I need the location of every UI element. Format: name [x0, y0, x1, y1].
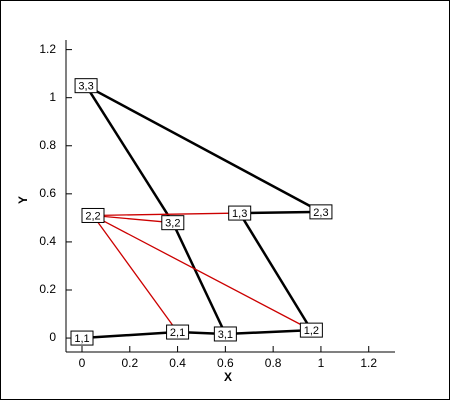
mesh-edge — [92, 214, 312, 331]
x-tick-label: 0.6 — [217, 356, 234, 370]
x-tick-label: 1.2 — [360, 356, 377, 370]
node-marker — [309, 204, 333, 220]
mesh-edge — [85, 84, 322, 213]
mesh-edge — [92, 212, 240, 217]
y-tick-label: 0.2 — [39, 282, 56, 296]
node-marker — [299, 322, 323, 338]
x-tick-label: 0 — [79, 356, 86, 370]
y-tick-label: 0.8 — [39, 138, 56, 152]
mesh-edge — [92, 214, 173, 224]
y-tick-label: 1 — [49, 90, 56, 104]
node-marker — [213, 326, 237, 342]
node-marker — [70, 330, 94, 346]
x-tick-label: 0.2 — [121, 356, 138, 370]
mesh-edge — [85, 85, 174, 224]
node-label: 1,1 — [74, 333, 89, 345]
mesh-edge — [239, 210, 321, 215]
node-marker — [74, 78, 98, 94]
node-marker — [161, 215, 185, 231]
y-tick-label: 0.6 — [39, 186, 56, 200]
mesh-edge — [238, 212, 313, 331]
mesh-edge — [171, 222, 227, 335]
x-axis-label: X — [224, 370, 232, 384]
y-tick-label: 1.2 — [39, 42, 56, 56]
node-label: 1,2 — [304, 325, 319, 337]
mesh-edge — [92, 215, 179, 333]
node-label: 3,1 — [218, 329, 233, 341]
node-marker — [228, 205, 252, 221]
node-label: 2,1 — [170, 327, 185, 339]
mesh-edge — [225, 328, 312, 336]
x-tick-label: 0.8 — [265, 356, 282, 370]
y-axis-label: Y — [16, 196, 30, 204]
node-marker — [81, 207, 105, 223]
node-label: 1,3 — [232, 208, 247, 220]
x-tick-label: 1 — [318, 356, 325, 370]
node-label: 3,2 — [165, 218, 180, 230]
node-label: 2,2 — [85, 210, 100, 222]
y-tick-label: 0 — [49, 330, 56, 344]
node-label: 2,3 — [313, 207, 328, 219]
node-marker — [166, 324, 190, 340]
mesh-edge — [81, 330, 178, 340]
x-tick-label: 0.4 — [169, 356, 186, 370]
y-tick-label: 0.4 — [39, 234, 56, 248]
node-label: 3,3 — [78, 81, 93, 93]
